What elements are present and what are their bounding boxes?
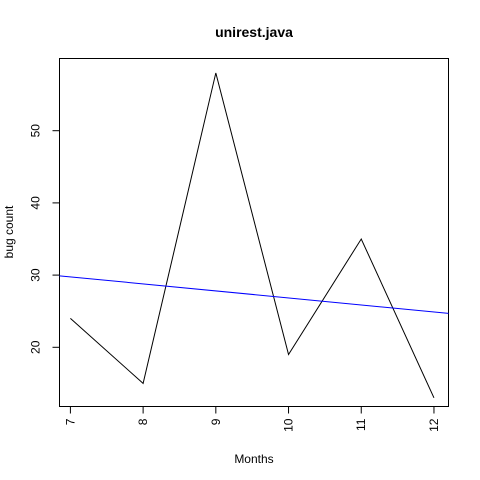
series-layer [70,72,435,399]
x-axis-label: Months [234,452,273,466]
y-axis-label: bug count [2,205,16,258]
x-tick-label-3: 10 [282,418,296,432]
y-tick-label-3: 50 [29,124,43,138]
chart-title: unirest.java [215,24,293,40]
trend-line [59,275,449,314]
y-tick-label-0: 20 [29,340,43,354]
x-axis: 7 8 9 10 11 12 [63,406,441,432]
y-tick-label-2: 40 [29,196,43,210]
y-tick-label-1: 30 [29,268,43,282]
x-tick-label-0: 7 [63,418,77,425]
plot-frame [59,58,449,407]
trend-layer [59,275,449,314]
series-line-0 [70,72,435,399]
y-axis: 20 30 40 50 [29,124,60,354]
x-tick-label-1: 8 [136,418,150,425]
x-tick-label-4: 11 [354,418,368,431]
x-tick-label-2: 9 [209,418,223,425]
x-tick-label-5: 12 [427,418,441,432]
